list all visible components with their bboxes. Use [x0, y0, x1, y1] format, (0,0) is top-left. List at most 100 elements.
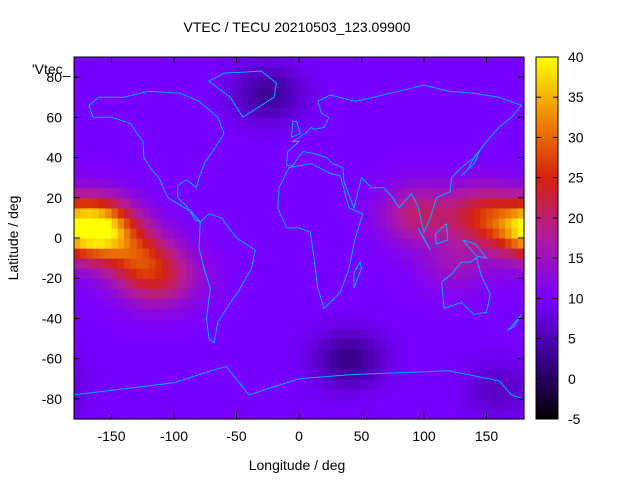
- heatmap-cell: [417, 398, 425, 410]
- heatmap-cell: [149, 328, 156, 340]
- heatmap-cell: [155, 197, 163, 209]
- heatmap-cell: [442, 248, 450, 259]
- heatmap-cell: [442, 167, 450, 179]
- heatmap-cell: [136, 368, 144, 380]
- heatmap-cell: [124, 77, 131, 88]
- heatmap-cell: [511, 157, 519, 169]
- heatmap-cell: [155, 368, 163, 380]
- heatmap-cell: [124, 248, 131, 259]
- heatmap-cell: [192, 217, 200, 229]
- heatmap-cell: [367, 227, 375, 239]
- heatmap-cell: [136, 278, 144, 289]
- heatmap-cell: [224, 248, 231, 259]
- heatmap-cell: [92, 187, 100, 199]
- heatmap-cell: [217, 67, 225, 78]
- heatmap-cell: [86, 67, 94, 78]
- heatmap-cell: [299, 318, 306, 330]
- heatmap-cell: [86, 127, 94, 139]
- heatmap-cell: [242, 288, 250, 299]
- heatmap-cell: [355, 288, 363, 299]
- heatmap-cell: [255, 57, 263, 68]
- heatmap-cell: [399, 238, 406, 249]
- heatmap-cell: [436, 288, 444, 299]
- heatmap-cell: [130, 127, 138, 139]
- heatmap-cell: [342, 268, 350, 279]
- heatmap-cell: [474, 67, 481, 78]
- heatmap-cell: [267, 217, 275, 229]
- heatmap-cell: [236, 388, 244, 400]
- heatmap-cell: [117, 137, 125, 149]
- heatmap-cell: [280, 338, 288, 350]
- heatmap-cell: [136, 318, 144, 330]
- heatmap-cell: [217, 298, 225, 309]
- heatmap-cell: [305, 197, 313, 209]
- heatmap-cell: [99, 398, 106, 410]
- heatmap-cell: [80, 87, 88, 98]
- heatmap-cell: [224, 147, 231, 159]
- heatmap-cell: [430, 378, 438, 390]
- heatmap-cell: [330, 348, 338, 360]
- heatmap-cell: [249, 167, 256, 179]
- heatmap-cell: [111, 328, 119, 340]
- heatmap-cell: [205, 288, 213, 299]
- heatmap-cell: [367, 348, 375, 360]
- heatmap-cell: [380, 258, 388, 269]
- heatmap-cell: [430, 167, 438, 179]
- heatmap-cell: [217, 117, 225, 128]
- heatmap-cell: [349, 318, 356, 330]
- heatmap-cell: [217, 147, 225, 159]
- heatmap-cell: [342, 278, 350, 289]
- heatmap-cell: [161, 328, 169, 340]
- heatmap-cell: [299, 248, 306, 259]
- heatmap-cell: [142, 258, 150, 269]
- heatmap-cell: [349, 258, 356, 269]
- heatmap-cell: [292, 268, 300, 279]
- heatmap-cell: [424, 398, 431, 410]
- heatmap-cell: [180, 388, 188, 400]
- heatmap-cell: [80, 217, 88, 229]
- heatmap-cell: [411, 368, 419, 380]
- heatmap-cell: [374, 398, 381, 410]
- heatmap-cell: [249, 217, 256, 229]
- heatmap-cell: [336, 398, 344, 410]
- heatmap-cell: [74, 177, 81, 189]
- heatmap-cell: [186, 207, 194, 219]
- heatmap-cell: [399, 127, 406, 139]
- colorbar-tick-label: 35: [568, 89, 584, 105]
- heatmap-cell: [367, 77, 375, 88]
- heatmap-cell: [155, 388, 163, 400]
- heatmap-cell: [267, 107, 275, 118]
- heatmap-cell: [86, 87, 94, 98]
- heatmap-cell: [242, 328, 250, 340]
- heatmap-cell: [205, 348, 213, 360]
- heatmap-cell: [380, 177, 388, 189]
- heatmap-cell: [99, 368, 106, 380]
- heatmap-cell: [180, 318, 188, 330]
- heatmap-cell: [336, 308, 344, 320]
- heatmap-cell: [424, 127, 431, 139]
- heatmap-cell: [255, 197, 263, 209]
- heatmap-cell: [274, 187, 281, 199]
- heatmap-cell: [336, 107, 344, 118]
- heatmap-cell: [511, 137, 519, 149]
- heatmap-cell: [436, 107, 444, 118]
- heatmap-cell: [230, 137, 238, 149]
- heatmap-cell: [86, 368, 94, 380]
- heatmap-cell: [249, 137, 256, 149]
- heatmap-cell: [349, 328, 356, 340]
- heatmap-cell: [205, 308, 213, 320]
- chart-title: VTEC / TECU 20210503_123.09900: [183, 19, 410, 35]
- heatmap-cell: [361, 227, 369, 239]
- heatmap-cell: [105, 67, 113, 78]
- heatmap-cell: [330, 67, 338, 78]
- heatmap-cell: [255, 348, 263, 360]
- heatmap-cell: [436, 177, 444, 189]
- heatmap-cell: [224, 338, 231, 350]
- heatmap-cell: [136, 238, 144, 249]
- heatmap-cell: [311, 398, 319, 410]
- heatmap-cell: [180, 137, 188, 149]
- heatmap-cell: [261, 187, 269, 199]
- heatmap-cell: [486, 77, 494, 88]
- heatmap-cell: [111, 258, 119, 269]
- heatmap-cell: [486, 157, 494, 169]
